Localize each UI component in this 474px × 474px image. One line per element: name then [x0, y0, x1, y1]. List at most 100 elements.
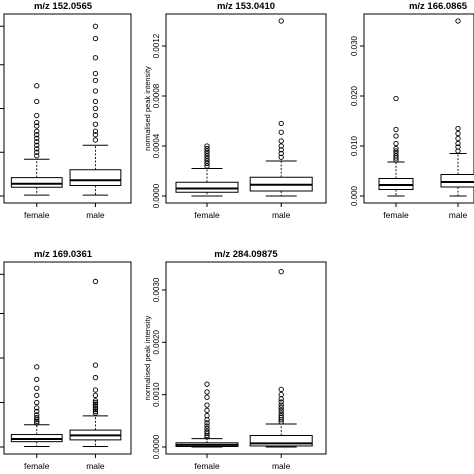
- outlier-point: [92, 98, 99, 105]
- box-male: [69, 278, 122, 447]
- outlier-point: [455, 144, 461, 150]
- y-tick-label: 0.0000: [152, 183, 161, 208]
- outlier-point: [204, 150, 210, 157]
- boxplot-panel-2: m/z 153.0410 0.0000 0.0004 0.0008 0.0012norm…: [143, 1, 327, 220]
- outlier-point: [393, 150, 399, 157]
- outlier-point: [92, 408, 99, 415]
- y-tick-label: 0.000: [350, 185, 359, 206]
- box-female: [10, 83, 63, 196]
- outlier-point: [204, 428, 210, 434]
- outlier-point: [92, 128, 99, 134]
- outlier-point: [204, 394, 210, 400]
- category-label: male: [272, 461, 291, 471]
- outlier-point: [92, 403, 99, 409]
- plot-frame: [363, 13, 474, 204]
- outlier-point: [278, 150, 284, 157]
- iqr-box: [249, 434, 313, 447]
- outlier-point: [204, 420, 210, 426]
- category-label: male: [86, 210, 105, 220]
- outlier-point: [204, 402, 210, 408]
- box-female: [378, 95, 414, 197]
- outlier-point: [34, 98, 40, 105]
- boxplot-panel-4: m/z 169.0361 female male: [0, 249, 132, 471]
- outlier-point: [393, 95, 399, 102]
- outlier-point: [92, 121, 99, 127]
- outlier-point: [34, 414, 40, 421]
- y-tick-label: 0.030: [350, 35, 359, 56]
- outlier-point: [92, 374, 99, 381]
- y-tick-label: 0.0030: [152, 277, 161, 302]
- iqr-box: [440, 174, 474, 188]
- category-label: female: [24, 461, 50, 471]
- outlier-point: [204, 412, 210, 419]
- outlier-point: [92, 132, 99, 138]
- outlier-point: [204, 434, 210, 440]
- y-tick-label: 0.0020: [152, 330, 161, 355]
- plot-frame: [165, 13, 327, 204]
- y-tick-label: 0.020: [350, 85, 359, 106]
- outlier-point: [34, 142, 40, 148]
- plot-frame: [165, 261, 327, 455]
- outlier-point: [204, 153, 210, 159]
- outlier-point: [455, 135, 461, 142]
- outlier-point: [204, 423, 210, 429]
- outlier-point: [34, 364, 40, 370]
- outlier-point: [278, 154, 284, 160]
- outlier-point: [204, 158, 210, 164]
- iqr-box: [10, 177, 63, 188]
- outlier-point: [92, 23, 99, 29]
- y-tick-label: 0.0004: [152, 133, 161, 158]
- box-male: [440, 18, 474, 197]
- outlier-point: [278, 391, 284, 398]
- outlier-point: [92, 35, 99, 42]
- category-label: male: [272, 210, 291, 220]
- outlier-point: [204, 145, 210, 152]
- boxplot-panel-3: m/z 166.0865 0.000 0.010 0.020 0.030 female ma…: [350, 1, 474, 220]
- outlier-point: [34, 132, 40, 138]
- panel-title: m/z 153.0410: [217, 1, 275, 12]
- box-male: [249, 18, 313, 197]
- box-male: [69, 23, 122, 196]
- outlier-point: [204, 163, 210, 169]
- outlier-point: [393, 140, 399, 147]
- outlier-point: [92, 112, 99, 119]
- outlier-point: [278, 386, 284, 393]
- outlier-point: [393, 133, 399, 139]
- y-tick-label: 0.0008: [152, 83, 161, 108]
- plot-frame: [3, 261, 132, 455]
- y-tick-label: 0.0000: [152, 434, 161, 459]
- outlier-point: [393, 148, 399, 154]
- outlier-point: [278, 138, 284, 144]
- y-tick-label: 0.0012: [152, 33, 161, 58]
- y-axis-label: normalised peak intensity: [143, 66, 152, 151]
- outlier-point: [92, 105, 99, 112]
- outlier-point: [92, 278, 99, 285]
- outlier-point: [34, 112, 40, 119]
- outlier-point: [34, 392, 40, 399]
- outlier-point: [92, 406, 99, 413]
- outlier-point: [92, 137, 99, 143]
- outlier-point: [278, 412, 284, 419]
- panel-title: m/z 152.0565: [34, 1, 93, 12]
- outlier-point: [204, 148, 210, 154]
- panel-title: m/z 169.0361: [34, 249, 93, 260]
- outlier-point: [34, 135, 40, 141]
- outlier-point: [92, 405, 99, 411]
- outlier-point: [92, 401, 99, 407]
- outlier-point: [34, 83, 40, 89]
- outlier-point: [34, 139, 40, 145]
- box-female: [175, 381, 239, 448]
- outlier-point: [34, 128, 40, 134]
- outlier-point: [278, 407, 284, 414]
- outlier-point: [34, 149, 40, 155]
- outlier-point: [34, 418, 40, 424]
- outlier-point: [34, 399, 40, 406]
- panel-title: m/z 284.09875: [214, 249, 278, 260]
- outlier-point: [204, 160, 210, 167]
- outlier-point: [34, 405, 40, 411]
- outlier-point: [34, 153, 40, 159]
- y-tick-label: 0.010: [350, 135, 359, 156]
- category-label: male: [449, 210, 468, 220]
- outlier-point: [204, 426, 210, 432]
